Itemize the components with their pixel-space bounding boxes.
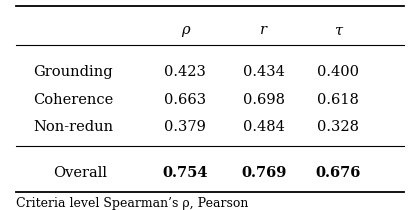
Text: 0.663: 0.663: [164, 93, 206, 107]
Text: 0.698: 0.698: [243, 93, 285, 107]
Text: 0.676: 0.676: [315, 166, 360, 180]
Text: 0.484: 0.484: [243, 120, 285, 134]
Text: 0.618: 0.618: [317, 93, 359, 107]
Text: 0.434: 0.434: [243, 66, 285, 79]
Text: 0.769: 0.769: [241, 166, 286, 180]
Text: 0.400: 0.400: [317, 66, 359, 79]
Text: 0.379: 0.379: [164, 120, 206, 134]
Text: Overall: Overall: [54, 166, 108, 180]
Text: 0.754: 0.754: [163, 166, 208, 180]
Text: 0.328: 0.328: [317, 120, 359, 134]
Text: τ: τ: [334, 24, 342, 37]
Text: Coherence: Coherence: [33, 93, 113, 107]
Text: Non-redun: Non-redun: [33, 120, 113, 134]
Text: Grounding: Grounding: [33, 66, 112, 79]
Text: r: r: [260, 24, 267, 37]
Text: Criteria level Spearman’s ρ, Pearson: Criteria level Spearman’s ρ, Pearson: [16, 197, 249, 210]
Text: 0.423: 0.423: [164, 66, 206, 79]
Text: ρ: ρ: [181, 24, 190, 37]
